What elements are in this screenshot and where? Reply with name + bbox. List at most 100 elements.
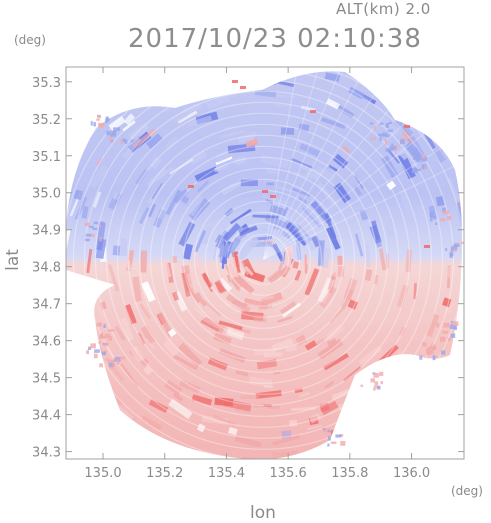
echo-speck [421,156,427,162]
echo-cell [325,323,345,342]
echo-speck [373,372,379,378]
echo-cell [222,222,241,242]
range-ring [94,90,433,428]
echo-speck [240,86,246,89]
echo-speck [119,356,126,360]
echo-speck [457,244,460,247]
echo-speck [450,246,454,252]
radial-spoke [263,158,462,260]
echo-field [66,43,464,459]
echo-speck [400,139,405,145]
echo-cell [212,414,235,426]
echo-cell [231,272,255,295]
echo-speck [93,122,97,127]
echo-cell [325,98,340,110]
echo-cell [162,339,180,357]
echo-speck [112,358,115,364]
y-unit-label: (deg) [14,33,46,47]
echo-cell [425,313,440,338]
echo-cell [348,213,356,223]
echo-cell [213,163,229,173]
echo-cell [235,370,249,377]
echo-cell [233,251,241,273]
echo-cell [73,189,83,201]
echo-speck [452,245,458,251]
echo-cell [324,381,335,389]
echo-cell [214,397,234,407]
echo-cell [156,207,167,220]
echo-cell [234,156,247,166]
scattered-echoes [84,80,464,447]
echo-speck [101,351,107,356]
echo-cell [168,398,193,420]
echo-cell [263,404,272,407]
echo-cell [227,426,238,436]
radial-spoke [263,71,393,260]
echo-cell [337,255,343,265]
echo-cell [383,212,395,237]
echo-speck [188,185,194,188]
echo-cell [140,325,156,345]
echo-cell [171,109,188,124]
echo-cell [299,143,321,157]
echo-speck [106,130,111,136]
echo-speck [99,237,102,242]
echo-cell [235,43,246,48]
echo-cell [193,267,204,282]
range-ring [204,200,323,318]
echo-cell [260,222,275,234]
echo-cell [132,276,142,302]
echo-cell [184,71,200,83]
echo-cell [324,72,341,82]
echo-cell [246,278,260,285]
echo-cell [81,291,88,299]
echo-cell [76,359,92,381]
echo-speck [374,381,379,386]
y-tick-label: 34.6 [32,335,61,350]
range-ring [116,112,411,406]
echo-cell [269,204,288,217]
echo-cell [172,291,180,301]
echo-cell [167,201,178,219]
echo-cell [66,229,71,251]
echo-cell [386,148,401,164]
echo-cell [316,181,338,207]
echo-speck [429,214,434,218]
echo-cell [331,388,351,401]
echo-speck [100,332,104,338]
echo-cell [253,347,277,356]
echo-cell [297,139,307,146]
echo-speck [427,346,434,350]
echo-cell [209,284,233,308]
echo-speck [394,147,398,151]
echo-cell [207,357,228,371]
echo-cell [229,212,251,227]
echo-cell [272,434,300,446]
echo-speck [391,143,394,147]
echo-cell [369,225,382,244]
echo-speck [444,210,449,215]
echo-cell [386,180,397,191]
echo-speck [440,350,446,355]
echo-cell [95,221,106,251]
echo-cell [133,300,140,310]
echo-speck [124,139,128,144]
echo-speck [310,110,316,113]
echo-cell [237,256,250,276]
echo-cell [275,94,296,98]
echo-speck [99,363,103,368]
echo-cell [146,133,163,150]
echo-cell [415,204,428,219]
echo-cell [266,168,280,175]
echo-speck [86,350,90,355]
echo-cell [398,152,416,180]
echo-speck [111,130,117,135]
echo-speck [90,121,93,126]
echo-cell [342,146,351,154]
echo-cell [153,208,167,228]
echo-cell [260,291,283,307]
echo-speck [109,329,115,332]
echo-speck [119,139,123,144]
range-ring [72,71,455,450]
